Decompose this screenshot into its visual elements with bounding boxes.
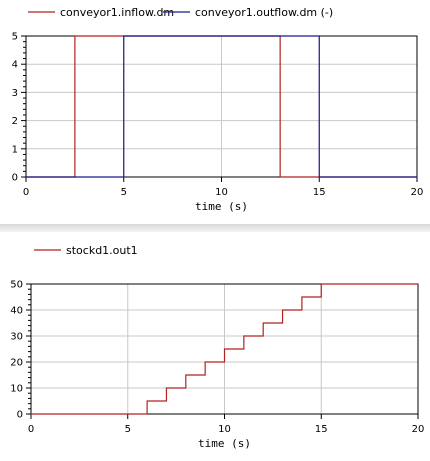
legend-label: stockd1.out1 (66, 244, 138, 257)
y-tick-label: 5 (12, 32, 18, 43)
x-tick-label: 10 (215, 187, 228, 198)
y-tick-label: 3 (12, 88, 18, 99)
bottom-plot-panel: 0 10 20 30 40 50 0 5 10 15 20 time (s) stockd1.out1 (0, 232, 430, 457)
y-tick-label: 30 (10, 332, 23, 343)
y-tick-label: 20 (10, 358, 23, 369)
bottom-step-chart: 0 10 20 30 40 50 0 5 10 15 20 time (s) stockd1.out1 (10, 244, 425, 450)
y-tick-label: 4 (12, 60, 18, 71)
x-tick-label: 0 (23, 187, 29, 198)
x-tick-label: 5 (121, 187, 127, 198)
y-tick-label: 2 (12, 116, 18, 127)
x-tick-label: 5 (125, 424, 131, 435)
x-tick-label: 15 (315, 424, 328, 435)
y-tick-label: 0 (17, 410, 23, 421)
series-line-2 (26, 35, 417, 178)
y-tick-label: 10 (10, 384, 23, 395)
series-line-1 (31, 283, 418, 415)
y-tick-label: 1 (12, 144, 18, 155)
top-step-chart: 0 1 2 3 4 5 0 5 10 15 20 time (s) conveyor1.inflow.d… (12, 6, 424, 213)
x-axis-title: time (s) (198, 437, 251, 450)
x-axis-title: time (s) (195, 200, 248, 213)
x-tick-label: 20 (411, 187, 424, 198)
x-tick-label: 15 (313, 187, 326, 198)
top-plot-panel: 0 1 2 3 4 5 0 5 10 15 20 time (s) conveyor1.inflow.d… (0, 0, 430, 224)
y-tick-label: 50 (10, 280, 23, 291)
x-tick-label: 10 (218, 424, 231, 435)
x-tick-label: 20 (412, 424, 425, 435)
legend-label: conveyor1.inflow.dm (60, 6, 174, 19)
y-tick-label: 0 (12, 173, 18, 184)
legend-label: conveyor1.outflow.dm (-) (195, 6, 333, 19)
x-tick-label: 0 (28, 424, 34, 435)
panel-splitter[interactable] (0, 224, 430, 232)
y-tick-label: 40 (10, 306, 23, 317)
